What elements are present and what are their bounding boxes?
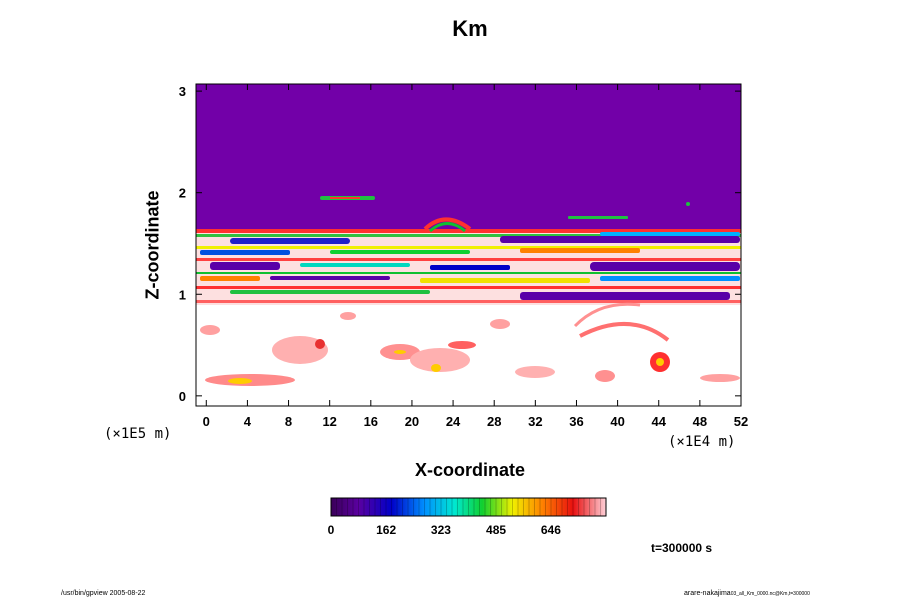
lower-patches bbox=[200, 302, 740, 386]
x-tick-label: 28 bbox=[487, 414, 501, 429]
upper-specks bbox=[320, 196, 690, 219]
x-tick-label: 52 bbox=[734, 414, 748, 429]
x-axis-ticks bbox=[205, 84, 742, 406]
footer-right-main: arare-nakajima bbox=[684, 590, 731, 597]
x-axis-unit: (×1E4 m) bbox=[668, 434, 736, 450]
turbulent-band-streaks bbox=[196, 217, 741, 303]
y-axis-unit: (×1E5 m) bbox=[104, 426, 172, 442]
y-tick-label: 2 bbox=[179, 186, 186, 201]
x-tick-label: 48 bbox=[693, 414, 707, 429]
colorbar-label: 0 bbox=[328, 523, 335, 537]
x-tick-label: 20 bbox=[405, 414, 419, 429]
x-tick-label: 0 bbox=[203, 414, 210, 429]
footer-right-text: arare-nakajima03_all_Km_0000.nc@Km,t=300… bbox=[684, 590, 810, 597]
colorbar-label: 162 bbox=[376, 523, 396, 537]
y-axis-ticks bbox=[196, 90, 741, 397]
footer-right-small: 03_all_Km_0000.nc@Km,t=300000 bbox=[730, 591, 810, 597]
y-axis-label: Z-coordinate bbox=[142, 190, 163, 300]
y-tick-label: 1 bbox=[179, 287, 186, 302]
x-tick-label: 36 bbox=[569, 414, 583, 429]
x-tick-label: 8 bbox=[285, 414, 292, 429]
x-tick-label: 4 bbox=[244, 414, 252, 429]
x-tick-label: 12 bbox=[322, 414, 336, 429]
time-annotation: t=300000 s bbox=[651, 541, 713, 555]
colorbar-level-lines bbox=[336, 498, 601, 516]
colorbar-label: 646 bbox=[541, 523, 561, 537]
x-tick-label: 44 bbox=[652, 414, 667, 429]
colorbar-label: 485 bbox=[486, 523, 506, 537]
y-tick-label: 0 bbox=[179, 389, 186, 404]
footer-left-text: /usr/bin/gpview 2005-08-22 bbox=[61, 590, 146, 597]
upper-uniform-region bbox=[196, 84, 741, 229]
y-axis-tick-labels: 0 1 2 3 bbox=[179, 84, 186, 404]
chart-title: Km bbox=[452, 16, 488, 41]
x-tick-label: 24 bbox=[446, 414, 461, 429]
plot-frame bbox=[195, 83, 742, 407]
y-tick-label: 3 bbox=[179, 84, 186, 99]
x-tick-label: 32 bbox=[528, 414, 542, 429]
x-axis-label: X-coordinate bbox=[414, 460, 525, 480]
x-tick-label: 16 bbox=[364, 414, 378, 429]
colorbar-tick-labels: 0 162 323 485 646 bbox=[328, 523, 562, 537]
colorbar-frame bbox=[330, 497, 607, 517]
x-axis-tick-labels: 0 4 8 12 16 20 24 28 32 36 40 44 48 52 bbox=[203, 414, 749, 429]
x-tick-label: 40 bbox=[610, 414, 624, 429]
contour-field bbox=[196, 84, 741, 406]
colorbar-label: 323 bbox=[431, 523, 451, 537]
